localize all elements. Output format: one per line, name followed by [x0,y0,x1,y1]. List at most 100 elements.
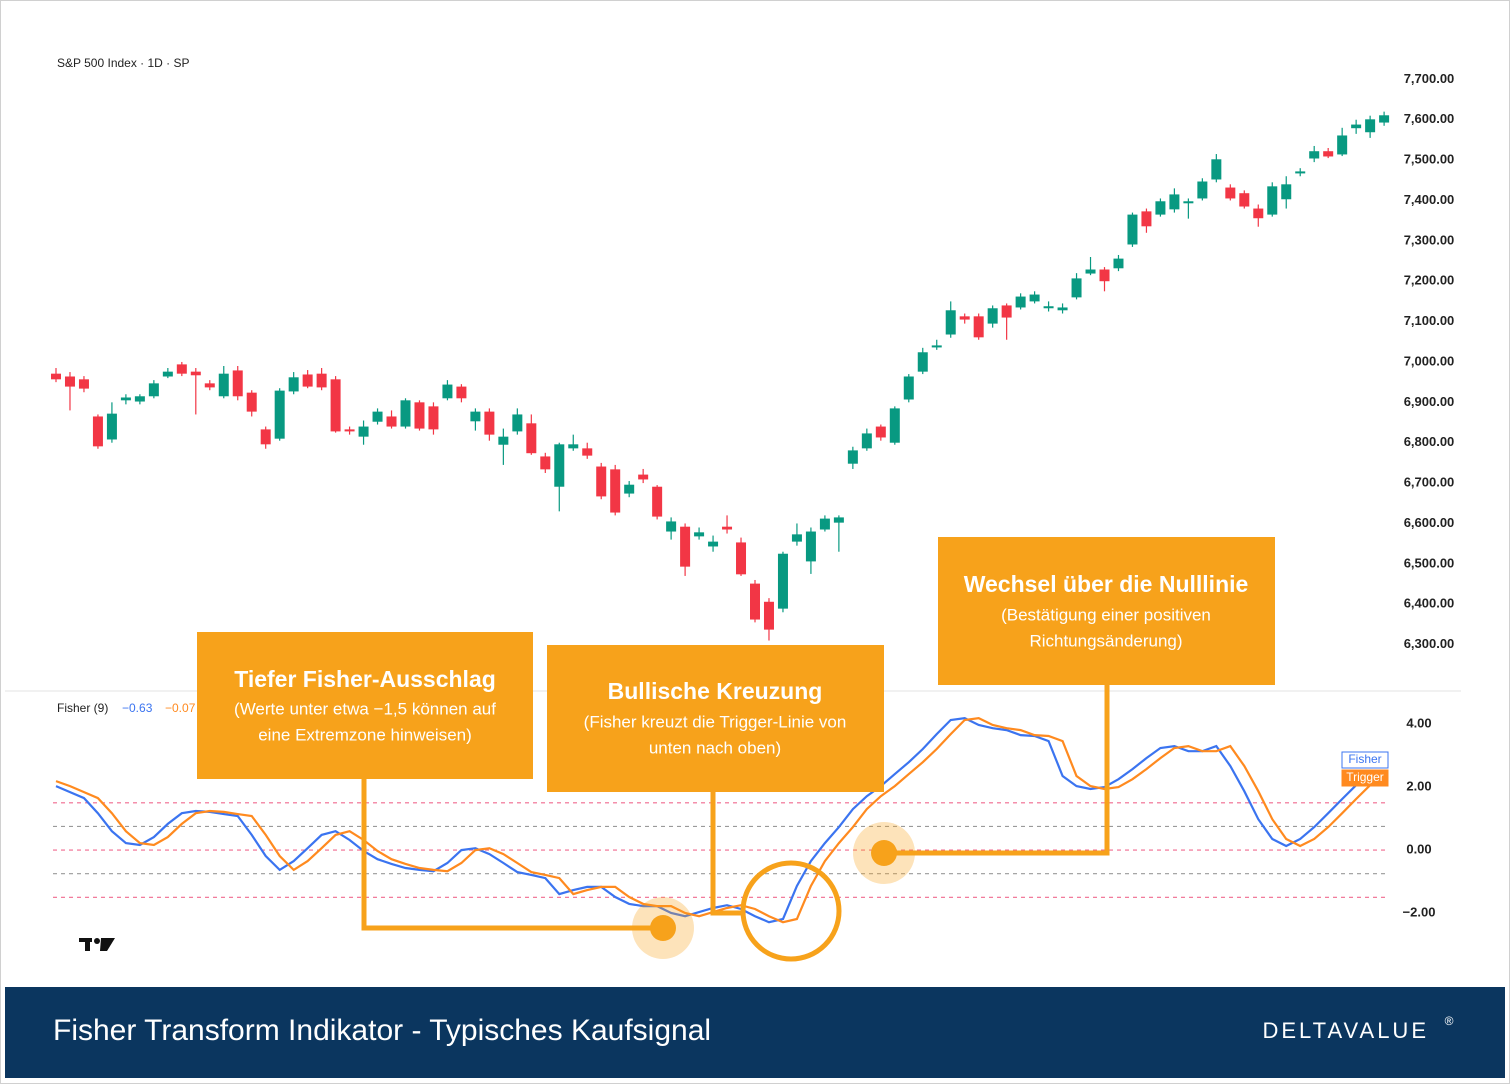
candle-body [763,601,774,630]
annotation-box [197,632,533,779]
candle-body [945,310,956,335]
indicator-readout: −0.07 [165,701,196,715]
y-tick-label: 7,200.00 [1404,273,1455,288]
connector [361,779,663,931]
candle-body [624,484,635,494]
candle-body [1043,306,1054,309]
candle-body [1211,159,1222,180]
candle-body [1099,269,1110,282]
candle-body [582,448,593,456]
candle-body [889,408,900,443]
candle-body [791,534,802,542]
candle-body [442,384,453,399]
candle-body [959,316,970,320]
candle-body [274,390,285,439]
candle-body [1309,151,1320,159]
candle-body [330,379,341,432]
candle-body [106,413,117,440]
candle-body [358,426,369,437]
candle-body [218,373,229,397]
legend-tag [1341,751,1389,769]
candle-body [875,426,886,438]
candle-body [568,444,579,449]
legend-label: Fisher [1348,752,1381,766]
candle-body [736,542,747,575]
chart-area [5,5,1505,987]
candle-body [722,526,733,530]
connector [710,792,743,916]
connector [884,685,1110,856]
footer-bar [5,987,1505,1078]
candle-body [777,553,788,609]
y-tick-label: 7,000.00 [1404,353,1455,368]
candle-body [120,397,131,401]
candle-body [1365,119,1376,133]
y-tick-label: 7,300.00 [1404,232,1455,247]
y-tick-label: 6,600.00 [1404,515,1455,530]
candle-body [176,364,187,374]
y-tick-label: 6,300.00 [1404,636,1455,651]
y-tick-label: 6,500.00 [1404,555,1455,570]
candle-body [1085,269,1096,274]
annotation-box [547,645,884,792]
candle-body [1295,171,1306,174]
candle-body [680,526,691,567]
candle-body [316,373,327,388]
brand: DELTAVALUE [1262,1018,1429,1043]
indicator-readout: −0.63 [122,701,153,715]
candle-body [833,517,844,523]
candle-body [92,416,103,447]
candle-body [554,444,565,487]
indicator-line [55,716,1357,924]
candle-body [708,541,719,547]
candle-body [805,531,816,562]
annotation-title: Tiefer Fisher-Ausschlag [234,666,496,692]
candle-body [428,406,439,430]
indicator-title: Fisher (9) [57,701,108,715]
candle-body [819,518,830,530]
candle-body [470,411,481,422]
candle-body [638,474,649,480]
annotation-box [938,537,1275,685]
candle-body [1071,278,1082,298]
annotations: S&P 500 Index · 1D · SP Fisher (9) −0.63… [5,56,1505,1078]
candle-body [694,532,705,537]
y-tick-label: 7,700.00 [1404,71,1455,86]
candle-body [847,450,858,464]
candle-body [652,486,663,517]
candle-body [861,433,872,449]
candle-body [750,583,760,620]
footer-title: Fisher Transform Indikator - Typisches K… [53,1014,711,1047]
y-tick-label: 6,800.00 [1404,434,1455,449]
candle-body [1351,124,1362,129]
candle-body [260,429,271,445]
candle-body [134,396,145,402]
candle-body [1015,296,1026,308]
candle-body [512,414,523,432]
candle-body [498,436,509,445]
candle-body [1169,194,1180,210]
candle-body [987,308,998,324]
candle-body [148,383,159,397]
plot: 7,700.00 7,600.00 7,500.00 7,400.00 7,300.00… [5,71,1461,924]
y-tick-label: 7,400.00 [1404,192,1455,207]
symbol-title: S&P 500 Index · 1D · SP [57,56,190,70]
tv-logo [79,938,115,951]
candle-body [610,469,621,513]
candle-body [386,416,397,427]
candle-body [903,376,914,400]
candle-body [204,383,215,388]
legend-label: Trigger [1346,770,1384,784]
y-tick-label: 7,100.00 [1404,313,1455,328]
highlight-ring [740,860,842,962]
annotation-text: (Werte unter etwa −1,5 können auf [234,699,496,718]
candle-body [302,374,313,387]
candle-body [372,411,383,422]
candle-body [484,411,495,435]
annotation-title: Bullische Kreuzung [608,678,823,704]
annotation-text: Richtungsänderung) [1029,631,1182,650]
highlight-dot [871,840,897,866]
y-tick-label: 6,400.00 [1404,596,1455,611]
candle-body [1239,193,1250,207]
